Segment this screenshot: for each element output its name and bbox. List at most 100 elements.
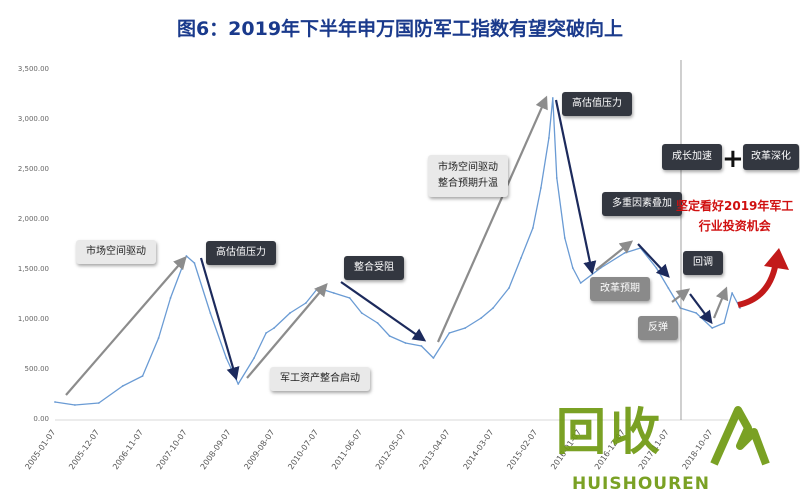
data-point — [555, 177, 558, 179]
data-point — [448, 332, 451, 334]
y-tick-label: 3,000.00 — [18, 115, 49, 123]
label-reform-expectation: 改革预期 — [590, 277, 650, 301]
data-point — [420, 345, 423, 347]
label-market-drive-1: 市场空间驱动 — [76, 240, 156, 264]
data-point — [305, 302, 307, 304]
arrow-down-valuation-1 — [199, 257, 240, 381]
y-tick-label: 500.00 — [25, 365, 50, 373]
conclusion-text: 坚定看好2019年军工 行业投资机会 — [676, 196, 793, 236]
arrow-down-multi-factors — [637, 243, 670, 278]
data-point — [376, 322, 379, 324]
x-tick-label: 2011-06-07 — [330, 428, 364, 471]
conclusion-line-1: 坚定看好2019年军工 — [676, 199, 794, 213]
data-point — [520, 257, 522, 259]
label-rebound: 反弹 — [638, 316, 678, 340]
label-multi-factors: 多重因素叠加 — [602, 192, 682, 216]
data-point — [480, 317, 483, 319]
data-point — [237, 383, 240, 385]
x-tick-label: 2005-12-07 — [67, 428, 101, 471]
x-tick-label: 2006-11-07 — [111, 428, 145, 471]
label-high-valuation-2: 高估值压力 — [562, 92, 632, 116]
data-point — [492, 307, 494, 309]
data-point — [97, 402, 100, 404]
data-point — [121, 385, 124, 387]
data-point — [508, 287, 510, 289]
arrow-up-market-drive-1 — [65, 256, 187, 396]
label-growth-speedup: 成长加速 — [662, 144, 722, 170]
arrow-up-asset-integration — [246, 282, 328, 379]
arrow-up-reform-expectation — [595, 240, 634, 271]
y-tick-label: 2,000.00 — [18, 215, 49, 223]
x-tick-label: 2012-05-07 — [374, 428, 408, 471]
chart-title: 图6：2019年下半年申万国防军工指数有望突破向上 — [176, 18, 624, 40]
data-point — [332, 292, 335, 294]
data-point — [540, 187, 542, 189]
y-tick-label: 3,500.00 — [18, 65, 49, 73]
series-line — [54, 97, 741, 406]
label-integration-delayed: 整合受阻 — [344, 256, 404, 280]
data-point — [623, 252, 626, 254]
trend-arrows — [65, 95, 729, 396]
watermark-emblem-icon — [710, 406, 770, 466]
y-tick-label: 2,500.00 — [18, 165, 49, 173]
data-point — [548, 137, 550, 139]
y-tick-label: 0.00 — [33, 415, 49, 423]
data-point — [253, 357, 256, 359]
data-point — [54, 401, 56, 403]
y-tick-label: 1,500.00 — [18, 265, 49, 273]
arrow-up-recent — [712, 286, 729, 319]
x-tick-label: 2013-04-07 — [418, 428, 452, 471]
label-high-valuation-1: 高估值压力 — [206, 241, 276, 265]
data-point — [563, 237, 566, 239]
series-layer — [54, 97, 741, 406]
data-point — [723, 322, 725, 324]
x-tick-label: 2008-09-07 — [199, 428, 233, 471]
data-point — [464, 327, 467, 329]
label-pullback: 回调 — [683, 251, 723, 275]
data-point — [360, 312, 363, 314]
data-point — [265, 332, 267, 334]
arrow-up-rebound — [671, 288, 691, 303]
x-tick-label: 2005-01-07 — [23, 428, 57, 471]
data-point — [348, 297, 351, 299]
red-upward-arrow — [737, 248, 789, 308]
data-point — [209, 312, 212, 314]
data-point — [317, 287, 319, 289]
x-tick-label: 2009-08-07 — [242, 428, 276, 471]
label-market-drive-2-line2: 整合预期升温 — [438, 178, 498, 189]
data-point — [731, 292, 733, 294]
watermark-logo: 回收 HUISHOUREN — [540, 400, 780, 500]
x-tick-label: 2010-07-07 — [286, 428, 320, 471]
data-point — [141, 375, 144, 377]
data-point — [225, 357, 228, 359]
data-point — [655, 267, 658, 269]
data-point — [551, 97, 554, 99]
watermark-chinese: 回收 — [556, 403, 664, 461]
data-point — [695, 312, 698, 314]
data-point — [711, 327, 714, 329]
arrow-down-valuation-2 — [554, 99, 597, 275]
data-point — [532, 227, 534, 229]
data-point — [667, 287, 670, 289]
y-tick-label: 1,000.00 — [18, 315, 49, 323]
data-point — [169, 297, 172, 299]
label-asset-integration: 军工资产整合启动 — [270, 367, 370, 391]
arrow-down-integration-delayed — [340, 281, 427, 342]
x-tick-label: 2015-02-07 — [505, 428, 539, 471]
data-point — [193, 262, 196, 264]
data-point — [579, 282, 582, 284]
watermark-english: HUISHOUREN — [572, 474, 711, 494]
x-tick-label: 2007-10-07 — [155, 428, 189, 471]
data-point — [388, 335, 391, 337]
data-point — [74, 404, 76, 406]
data-point — [432, 357, 435, 359]
arrow-down-pullback — [689, 293, 713, 325]
data-point — [289, 312, 291, 314]
data-point — [404, 342, 407, 344]
data-point — [571, 267, 574, 269]
plus-sign: + — [722, 144, 744, 174]
conclusion-line-2: 行业投资机会 — [698, 219, 771, 233]
data-point — [157, 337, 160, 339]
label-market-drive-2: 市场空间驱动 整合预期升温 — [428, 155, 508, 197]
